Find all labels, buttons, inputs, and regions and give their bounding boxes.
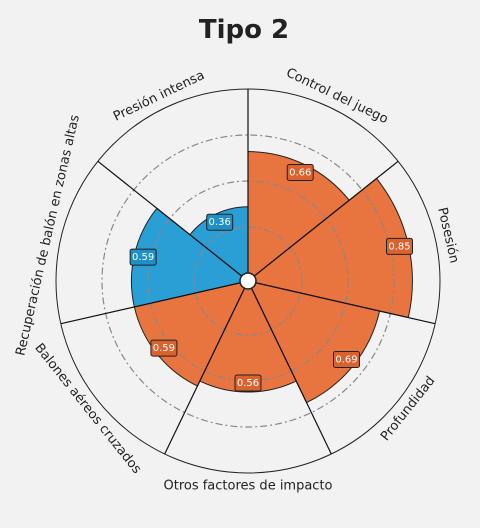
grid-layer [60, 89, 436, 455]
value-label-box [386, 237, 414, 255]
value-label: 0.66 [289, 167, 311, 178]
spoke-3 [255, 282, 436, 325]
chart-title: Tipo 2 [199, 15, 289, 45]
value-label-box [332, 351, 360, 369]
grid-ring-3 [101, 134, 395, 428]
value-label: 0.59 [132, 252, 154, 263]
value-label-box [206, 213, 234, 231]
spoke-6 [60, 282, 241, 325]
value-label-box [129, 248, 157, 266]
value-label-box [234, 374, 262, 392]
category-label: Otros factores de impacto [163, 479, 332, 494]
value-label-box [150, 339, 178, 357]
center-hub [239, 272, 257, 290]
spoke-4 [250, 287, 332, 455]
value-label: 0.59 [153, 343, 175, 354]
spoke-7 [97, 160, 243, 277]
value-label-box [286, 163, 314, 181]
value-labels-layer: 0.66 0.85 0.69 0.56 0.59 0.59 0.36 [129, 163, 414, 392]
value-label: 0.69 [335, 355, 357, 366]
value-label: 0.36 [209, 217, 231, 228]
value-label: 0.85 [388, 241, 410, 252]
value-label: 0.56 [237, 378, 259, 389]
spoke-5 [164, 287, 246, 455]
spoke-2 [253, 160, 399, 277]
grid-ring-1 [193, 226, 303, 336]
